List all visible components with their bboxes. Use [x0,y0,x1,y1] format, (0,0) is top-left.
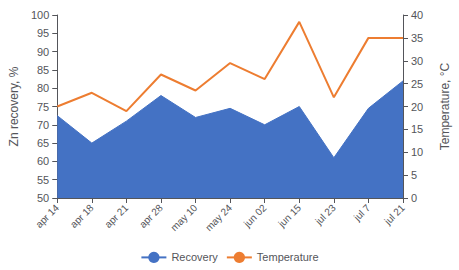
svg-text:70: 70 [37,119,49,131]
svg-text:50: 50 [37,192,49,204]
svg-text:35: 35 [411,32,423,44]
svg-text:jun 02: jun 02 [241,202,269,230]
svg-text:20: 20 [411,101,423,113]
svg-text:95: 95 [37,27,49,39]
svg-text:0: 0 [411,192,417,204]
svg-text:jul 7: jul 7 [351,202,373,224]
svg-text:10: 10 [411,146,423,158]
svg-text:apr 21: apr 21 [102,202,130,230]
svg-text:Zn recovery, %: Zn recovery, % [7,66,21,146]
svg-text:55: 55 [37,174,49,186]
svg-text:60: 60 [37,155,49,167]
svg-text:65: 65 [37,137,49,149]
svg-text:jun 15: jun 15 [275,202,303,230]
svg-text:85: 85 [37,64,49,76]
svg-text:90: 90 [37,46,49,58]
svg-text:apr 18: apr 18 [68,202,96,230]
svg-text:40: 40 [411,9,423,21]
svg-text:apr 14: apr 14 [33,202,61,230]
svg-text:apr 28: apr 28 [137,202,165,230]
svg-text:may 24: may 24 [203,202,234,233]
svg-text:Temperature, °C: Temperature, °C [438,62,452,150]
svg-text:Temperature: Temperature [257,251,319,263]
svg-text:may 10: may 10 [169,202,200,233]
svg-text:15: 15 [411,123,423,135]
svg-text:30: 30 [411,55,423,67]
svg-text:80: 80 [37,82,49,94]
svg-text:Recovery: Recovery [171,251,218,263]
svg-text:100: 100 [31,9,49,21]
svg-text:5: 5 [411,169,417,181]
svg-text:25: 25 [411,78,423,90]
svg-text:75: 75 [37,101,49,113]
svg-text:jul 23: jul 23 [312,202,338,228]
svg-text:jul 21: jul 21 [382,202,408,228]
